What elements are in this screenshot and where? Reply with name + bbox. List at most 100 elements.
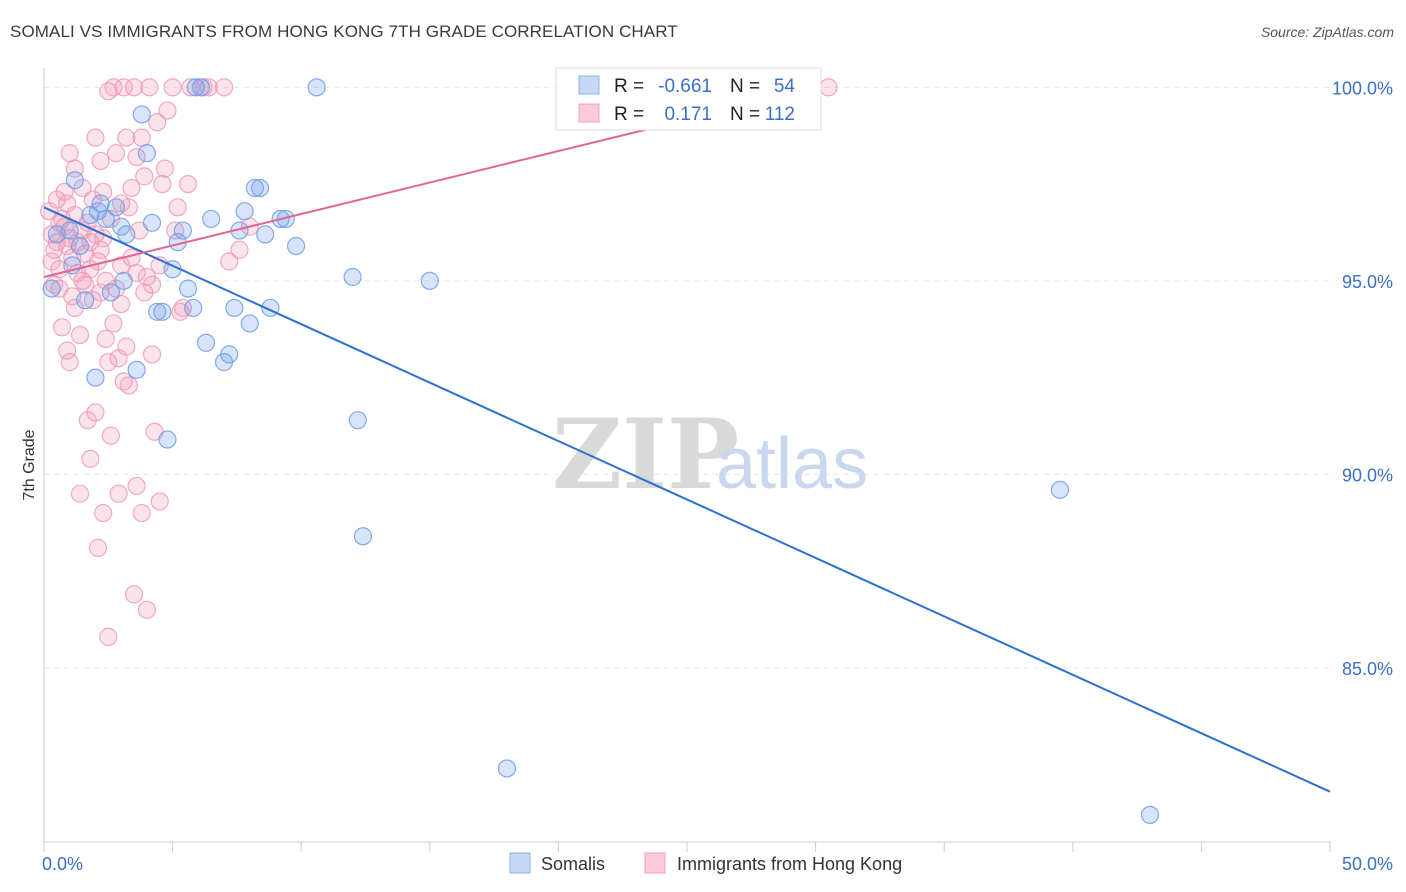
hongkong-points: [40, 78, 838, 646]
somali-point-3: [70, 236, 90, 256]
hongkong-point-108: [142, 275, 162, 294]
somali-point-50: [47, 225, 66, 244]
hongkong-point-96: [230, 240, 249, 259]
somali-point-44: [348, 411, 367, 430]
somali-point-16: [142, 213, 162, 232]
hongkong-point-85: [158, 101, 177, 120]
hongkong-point-72: [132, 503, 151, 523]
hongkong-point-59: [114, 78, 133, 97]
hongkong-point-13: [60, 144, 79, 163]
legend-hongkong-label: Immigrants from Hong Kong: [677, 854, 902, 874]
somali-point-30: [220, 345, 239, 364]
y-tick-label-1: 90.0%: [1342, 465, 1393, 485]
hongkong-point-60: [117, 128, 136, 147]
hongkong-point-91: [181, 78, 200, 97]
somali-point-35: [245, 178, 265, 198]
legend-hongkong-swatch: [644, 852, 666, 874]
hongkong-point-43: [94, 503, 113, 523]
hongkong-n-label: N =: [730, 104, 760, 125]
somali-point-37: [256, 225, 275, 244]
hongkong-swatch: [578, 103, 600, 123]
somali-point-49: [1140, 805, 1160, 825]
hongkong-point-109: [60, 353, 79, 372]
hongkong-point-52: [106, 144, 126, 163]
hongkong-point-62: [119, 198, 138, 217]
somali-point-41: [286, 236, 306, 256]
bottom-legend: Somalis Immigrants from Hong Kong: [509, 852, 902, 874]
hongkong-point-68: [127, 147, 146, 167]
x-tick-labels: 0.0% 50.0%: [42, 854, 1393, 874]
hongkong-point-106: [112, 294, 131, 314]
hongkong-point-76: [137, 600, 156, 619]
somali-point-19: [158, 430, 177, 449]
somali-point-22: [173, 221, 192, 240]
somali-point-46: [420, 271, 439, 290]
somalis-r-label: R =: [614, 76, 644, 97]
somali-point-15: [137, 144, 156, 163]
somali-point-31: [225, 298, 244, 318]
somali-point-26: [191, 78, 210, 97]
somali-points: [42, 78, 1160, 825]
hongkong-point-38: [88, 538, 108, 557]
somali-point-10: [106, 198, 126, 217]
somali-point-24: [184, 298, 203, 318]
hongkong-point-39: [91, 151, 110, 170]
x-tick-label-1: 50.0%: [1342, 854, 1393, 874]
hongkong-point-77: [140, 78, 159, 97]
somali-trend-line: [43, 206, 1331, 793]
hongkong-point-78: [142, 345, 162, 364]
somali-point-52: [88, 202, 108, 221]
hongkong-r-value: 0.171: [664, 104, 712, 125]
hongkong-point-110: [104, 314, 123, 333]
somali-point-43: [343, 267, 362, 287]
hongkong-point-45: [96, 329, 115, 348]
hongkong-point-51: [104, 78, 123, 97]
somali-point-47: [497, 759, 517, 778]
somalis-n-label: N =: [730, 76, 760, 97]
hongkong-point-99: [42, 252, 61, 271]
y-axis-label: 7th Grade: [21, 429, 38, 500]
hongkong-point-64: [122, 178, 141, 198]
hongkong-r-label: R =: [614, 104, 644, 125]
somali-point-14: [132, 105, 151, 124]
somali-point-2: [65, 171, 84, 190]
hongkong-point-36: [86, 403, 105, 422]
legend-somalis-swatch: [509, 852, 531, 874]
hongkong-point-9: [55, 182, 74, 201]
hongkong-point-34: [86, 128, 105, 147]
hongkong-point-28: [78, 411, 97, 430]
y-tick-label-2: 95.0%: [1342, 272, 1393, 292]
somali-point-8: [96, 209, 115, 229]
legend-somalis-label: Somalis: [541, 854, 605, 874]
hongkong-point-105: [91, 240, 110, 259]
watermark: ZIP atlas: [552, 398, 868, 511]
hongkong-point-82: [150, 492, 169, 511]
hongkong-point-69: [127, 476, 146, 496]
y-tick-labels: 85.0% 90.0% 95.0% 100.0%: [1332, 78, 1393, 678]
hongkong-point-95: [220, 252, 239, 271]
hongkong-point-71: [132, 128, 151, 147]
somali-point-17: [148, 302, 167, 321]
hongkong-point-86: [163, 78, 182, 97]
somali-point-28: [202, 209, 221, 229]
hongkong-n-value: 112: [765, 104, 795, 125]
hongkong-point-12: [58, 341, 77, 360]
somalis-r-value: -0.661: [658, 76, 712, 97]
somali-point-27: [196, 333, 216, 352]
hongkong-point-21: [70, 325, 90, 345]
hongkong-point-102: [58, 194, 77, 213]
hongkong-point-87: [166, 221, 185, 240]
hongkong-point-88: [168, 198, 187, 217]
hongkong-point-104: [73, 271, 92, 290]
somali-point-13: [127, 360, 146, 379]
hongkong-point-73: [135, 167, 154, 186]
hongkong-point-33: [83, 291, 102, 310]
hongkong-point-55: [109, 484, 128, 503]
axes: [43, 68, 1331, 852]
somali-point-9: [101, 283, 120, 302]
somali-point-34: [240, 314, 259, 333]
hongkong-point-41: [94, 182, 113, 201]
hongkong-point-48: [99, 627, 118, 646]
grid-lines: [44, 86, 1330, 669]
